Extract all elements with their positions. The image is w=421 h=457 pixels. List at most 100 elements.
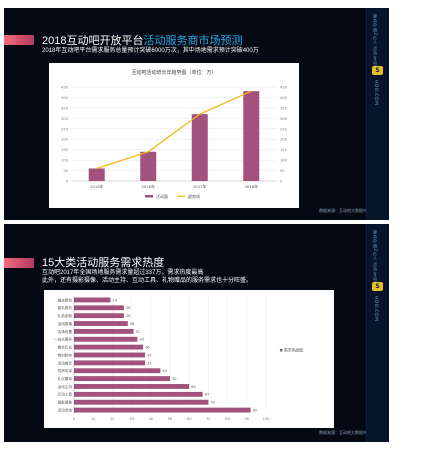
bar-摄影摄像 xyxy=(74,399,209,405)
x-tick-label: 100 xyxy=(263,417,271,421)
x-tick-label: 40 xyxy=(149,417,154,421)
legend-label: 需求热度值 xyxy=(284,348,303,353)
category-label: 同声传译 xyxy=(58,368,73,373)
data-label: 60 xyxy=(191,385,196,389)
category-label: 礼品定制 xyxy=(58,313,73,318)
chart1-title: 互动吧活动增长年趋势图（单位：万） xyxy=(131,69,216,76)
y-tick-label: 350 xyxy=(61,106,69,110)
slide1-title-highlight: 活动服务商市场预测 xyxy=(143,35,243,47)
bar-礼品定制 xyxy=(74,313,124,319)
data-label: 36 xyxy=(145,346,150,350)
title-accent-bar xyxy=(4,35,34,45)
y-tick-label: 400 xyxy=(61,96,69,100)
bar-活动主持 xyxy=(74,384,190,389)
y-tick-label: 450 xyxy=(61,86,69,90)
slide1-title-main: 2018互动吧开放平台 xyxy=(42,35,144,47)
y-tick-label: 50 xyxy=(63,169,68,173)
bar-婚庆策划 xyxy=(74,297,111,303)
x-tick-label: 10 xyxy=(91,417,96,421)
legend-swatch-bars xyxy=(145,195,153,198)
y2-tick-label: 250 xyxy=(280,127,288,131)
sidebar-slogan: 服务中国2亿人 活动互动吧 xyxy=(373,230,378,286)
category-label: 活动直播 xyxy=(58,321,73,326)
x-tick-label: 2018年 xyxy=(245,184,259,189)
y2-tick-label: 200 xyxy=(280,138,288,142)
sidebar-2: 服务中国2亿人 活动互动吧 S HDB.COM xyxy=(366,224,389,442)
slide-demand-heat: 15大类活动服务需求热度 互动吧2017年全国场地服务需求量超过337万，需求热… xyxy=(4,224,389,442)
y2-tick-label: 450 xyxy=(280,86,288,90)
x-tick-label: 90 xyxy=(245,417,250,421)
category-label: 摄影摄像 xyxy=(58,400,73,405)
bar-舞台灯光 xyxy=(74,344,144,350)
brand-logo-icon: S xyxy=(372,282,383,291)
bar-活动直播 xyxy=(74,321,128,326)
slide2-source: 数据来源：互动吧大数据中心 xyxy=(319,430,371,435)
slide2-title: 15大类活动服务需求热度 xyxy=(42,257,165,269)
y-tick-label: 150 xyxy=(61,148,69,152)
data-label: 45 xyxy=(162,369,167,373)
y2-tick-label: 0 xyxy=(280,180,283,184)
legend-swatch xyxy=(280,349,283,352)
data-label: 26 xyxy=(126,314,131,318)
title-accent-bar xyxy=(4,258,34,268)
slide1-title: 2018互动吧开放平台活动服务商市场预测 xyxy=(42,32,242,48)
category-label: 会场布置 xyxy=(58,329,73,334)
data-label: 26 xyxy=(126,306,131,310)
x-tick-label: 2015年 xyxy=(90,184,104,189)
y-tick-label: 100 xyxy=(61,159,69,163)
x-tick-label: 60 xyxy=(187,417,192,421)
slide1-source: 数据来源：互动吧大数据中心 xyxy=(319,208,371,213)
bar-活动餐饮 xyxy=(74,360,146,366)
bar-活动场地 xyxy=(74,407,251,413)
x-tick-label: 80 xyxy=(225,417,230,421)
bar-互动工具 xyxy=(74,391,203,397)
bar-会场布置 xyxy=(74,328,134,334)
x-tick-label: 30 xyxy=(129,417,134,421)
slide-forecast: 2018互动吧开放平台活动服务商市场预测 2018年互动吧平台需求服务总量预计突… xyxy=(4,8,389,220)
category-label: 舞台灯光 xyxy=(58,345,73,350)
bar-2018年 xyxy=(243,91,260,181)
bar-物料制作 xyxy=(74,352,146,358)
x-tick-label: 20 xyxy=(110,417,115,421)
trend-line xyxy=(96,90,252,170)
y2-tick-label: 100 xyxy=(280,159,288,163)
x-tick-label: 2016年 xyxy=(142,184,156,189)
x-tick-label: 70 xyxy=(206,417,211,421)
slide1-subtitle: 2018年互动吧平台需求服务总量预计突破6000万次，其中场地需求预计突破400… xyxy=(42,48,259,54)
category-label: 活动主持 xyxy=(58,384,73,389)
data-label: 33 xyxy=(139,338,144,342)
data-label: 92 xyxy=(253,408,258,412)
category-label: 物料制作 xyxy=(58,352,73,357)
bar-婚礼服务 xyxy=(74,305,124,311)
y2-tick-label: 150 xyxy=(280,148,288,152)
data-label: 50 xyxy=(172,377,177,381)
category-label: 婚礼服务 xyxy=(58,305,73,310)
x-tick-label: 50 xyxy=(168,417,173,421)
y-tick-label: 300 xyxy=(61,117,69,121)
sidebar-brand: HDB.COM xyxy=(373,296,378,322)
slide2-subtitle-2: 此外，还有摄影摄像、活动主持、互动工具、礼物赠品的服务需求也十分旺盛。 xyxy=(42,278,253,284)
x-tick-label: 2017年 xyxy=(193,184,207,189)
y-tick-label: 250 xyxy=(61,127,69,131)
bar-2017年 xyxy=(191,114,208,181)
brand-logo-icon: S xyxy=(372,66,383,75)
y2-tick-label: 300 xyxy=(280,117,288,121)
slide2-subtitle-1: 互动吧2017年全国场地服务需求量超过337万，需求热度最高 xyxy=(42,270,204,276)
data-label: 31 xyxy=(136,330,141,334)
chart1-panel: 互动吧活动增长年趋势图（单位：万） 0 0 50 50 100 100 150 150 200 20… xyxy=(49,63,299,208)
y-tick-label: 0 xyxy=(66,180,69,184)
sidebar-1: 服务中国2亿人 活动互动吧 S HDB.COM xyxy=(366,8,389,220)
sidebar-slogan: 服务中国2亿人 活动互动吧 xyxy=(373,14,378,70)
bar-一站式服务 xyxy=(74,336,138,342)
legend-label-bars: 活动量 xyxy=(156,193,168,199)
y2-tick-label: 50 xyxy=(280,169,285,173)
y-tick-label: 200 xyxy=(61,138,69,142)
bar-2015年 xyxy=(88,168,105,181)
category-label: 婚庆策划 xyxy=(58,297,73,302)
bar-2016年 xyxy=(140,151,157,181)
data-label: 37 xyxy=(147,353,152,357)
category-label: 一站式服务 xyxy=(54,337,72,342)
data-label: 37 xyxy=(147,361,152,365)
category-label: 活动场地 xyxy=(58,407,73,412)
data-label: 67 xyxy=(205,393,210,397)
